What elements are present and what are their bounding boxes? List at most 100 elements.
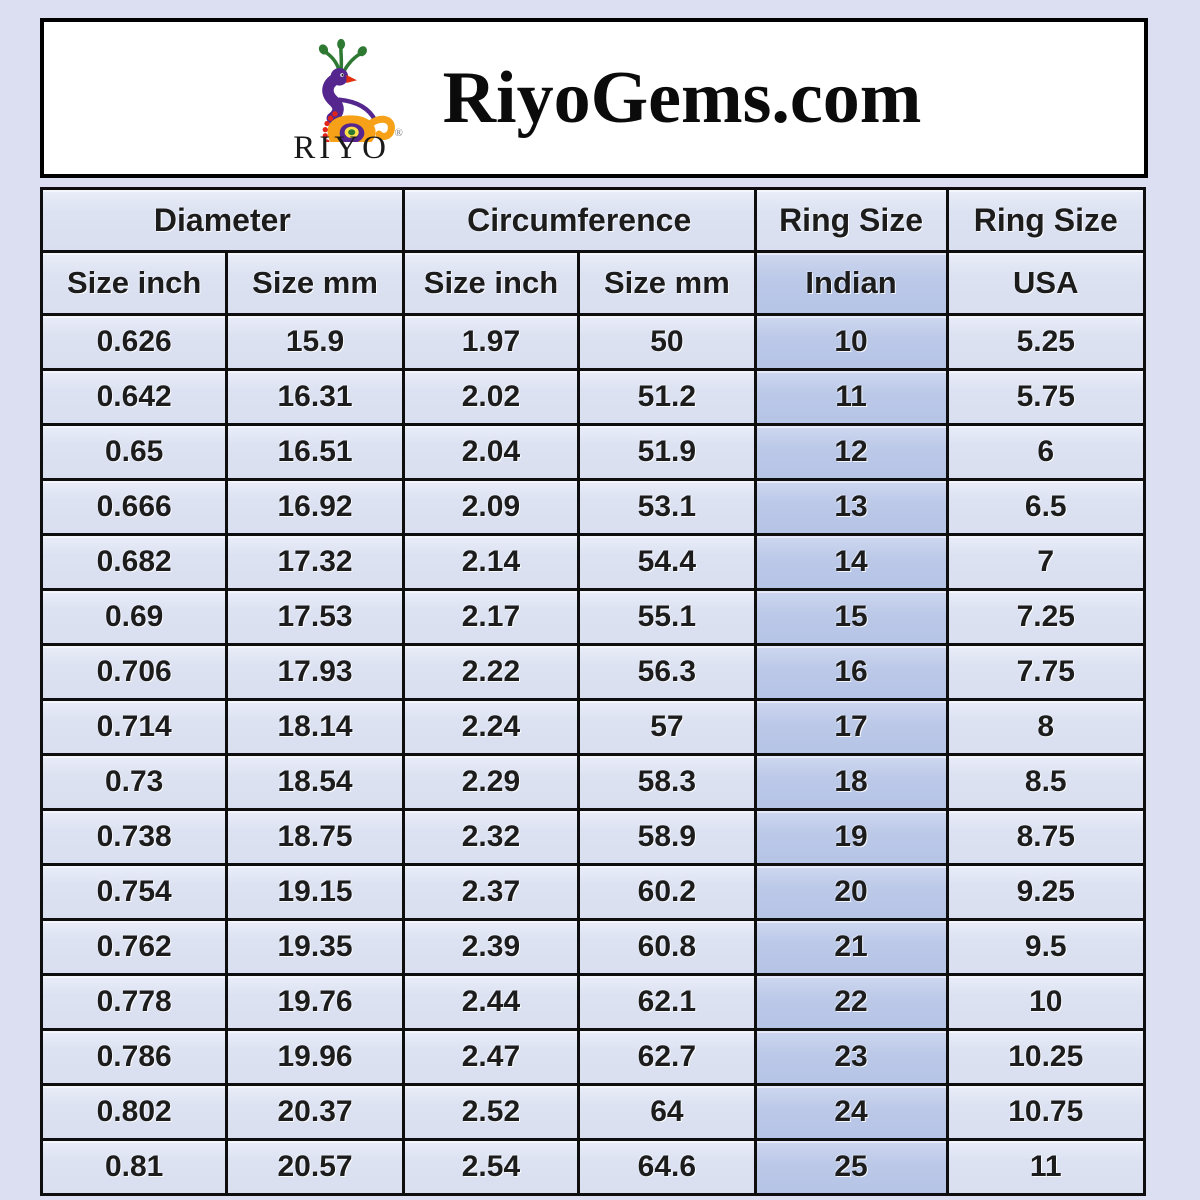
table-cell: 18.14 [225,698,405,756]
subheader-diameter-mm: Size mm [225,250,405,316]
table-cell: 7.25 [945,588,1147,646]
table-cell: 2.22 [401,643,581,701]
table-cell: 58.9 [577,808,757,866]
subheader-usa: USA [945,250,1147,316]
table-header: Diameter Circumference Ring Size Ring Si… [39,187,1147,316]
table-cell: 2.09 [401,478,581,536]
subheader-circumference-inch: Size inch [401,250,581,316]
table-cell: 0.81 [39,1138,229,1196]
table-cell: 19.15 [225,863,405,921]
table-cell: 60.8 [577,918,757,976]
table-cell: 19.76 [225,973,405,1031]
table-cell: 24 [753,1083,949,1141]
brand-name: RIYO ® [293,126,403,166]
table-cell: 62.1 [577,973,757,1031]
table-cell: 20 [753,863,949,921]
table-cell: 64.6 [577,1138,757,1196]
subheader-circumference-mm: Size mm [577,250,757,316]
table-cell: 18.54 [225,753,405,811]
table-cell: 15.9 [225,313,405,371]
table-cell: 18 [753,753,949,811]
table-cell: 50 [577,313,757,371]
header-circumference: Circumference [401,187,757,253]
riyo-logo: RIYO ® [267,38,417,166]
table-cell: 0.778 [39,973,229,1031]
table-cell: 17.93 [225,643,405,701]
table-cell: 57 [577,698,757,756]
table-cell: 58.3 [577,753,757,811]
table-cell: 6.5 [945,478,1147,536]
table-cell: 60.2 [577,863,757,921]
table-cell: 7 [945,533,1147,591]
table-cell: 17.53 [225,588,405,646]
table-cell: 2.32 [401,808,581,866]
table-cell: 2.47 [401,1028,581,1086]
table-cell: 5.75 [945,368,1147,426]
table-cell: 51.2 [577,368,757,426]
table-row: 0.754 19.15 2.37 60.2 20 9.25 [39,863,1147,921]
table-cell: 7.75 [945,643,1147,701]
table-cell: 5.25 [945,313,1147,371]
table-cell: 0.69 [39,588,229,646]
table-row: 0.81 20.57 2.54 64.6 25 11 [39,1138,1147,1196]
table-cell: 0.626 [39,313,229,371]
table-cell: 6 [945,423,1147,481]
table-cell: 10 [945,973,1147,1031]
sub-header-row: Size inch Size mm Size inch Size mm Indi… [39,250,1147,316]
table-cell: 0.65 [39,423,229,481]
table-cell: 2.39 [401,918,581,976]
table-row: 0.666 16.92 2.09 53.1 13 6.5 [39,478,1147,536]
table-row: 0.786 19.96 2.47 62.7 23 10.25 [39,1028,1147,1086]
site-title: RiyoGems.com [442,56,922,139]
subheader-indian: Indian [753,250,949,316]
table-cell: 2.02 [401,368,581,426]
table-cell: 0.73 [39,753,229,811]
table-cell: 0.642 [39,368,229,426]
table-cell: 8.75 [945,808,1147,866]
table-row: 0.802 20.37 2.52 64 24 10.75 [39,1083,1147,1141]
table-row: 0.626 15.9 1.97 50 10 5.25 [39,313,1147,371]
table-cell: 0.802 [39,1083,229,1141]
table-cell: 25 [753,1138,949,1196]
registered-mark: ® [394,126,403,139]
table-cell: 16.31 [225,368,405,426]
table-row: 0.714 18.14 2.24 57 17 8 [39,698,1147,756]
table-row: 0.762 19.35 2.39 60.8 21 9.5 [39,918,1147,976]
table-cell: 14 [753,533,949,591]
table-cell: 0.762 [39,918,229,976]
table-cell: 10 [753,313,949,371]
table-cell: 2.14 [401,533,581,591]
table-cell: 2.17 [401,588,581,646]
table-cell: 0.786 [39,1028,229,1086]
table-row: 0.682 17.32 2.14 54.4 14 7 [39,533,1147,591]
table-cell: 22 [753,973,949,1031]
table-cell: 55.1 [577,588,757,646]
table-cell: 16 [753,643,949,701]
table-cell: 56.3 [577,643,757,701]
table-cell: 9.25 [945,863,1147,921]
table-cell: 16.51 [225,423,405,481]
group-header-row: Diameter Circumference Ring Size Ring Si… [40,187,1147,253]
table-cell: 2.54 [401,1138,581,1196]
table-cell: 10.75 [945,1083,1147,1141]
table-cell: 19 [753,808,949,866]
header-ring-size-usa-group: Ring Size [945,187,1147,253]
table-cell: 19.96 [225,1028,405,1086]
table-cell: 9.5 [945,918,1147,976]
table-row: 0.642 16.31 2.02 51.2 11 5.75 [39,368,1147,426]
table-cell: 2.52 [401,1083,581,1141]
table-cell: 11 [753,368,949,426]
table-cell: 15 [753,588,949,646]
subheader-diameter-inch: Size inch [39,250,229,316]
table-cell: 13 [753,478,949,536]
table-row: 0.706 17.93 2.22 56.3 16 7.75 [39,643,1147,701]
table-cell: 20.57 [225,1138,405,1196]
table-cell: 16.92 [225,478,405,536]
table-cell: 21 [753,918,949,976]
peacock-icon [318,38,395,142]
table-cell: 20.37 [225,1083,405,1141]
table-cell: 64 [577,1083,757,1141]
table-cell: 8.5 [945,753,1147,811]
table-cell: 18.75 [225,808,405,866]
table-cell: 0.706 [39,643,229,701]
